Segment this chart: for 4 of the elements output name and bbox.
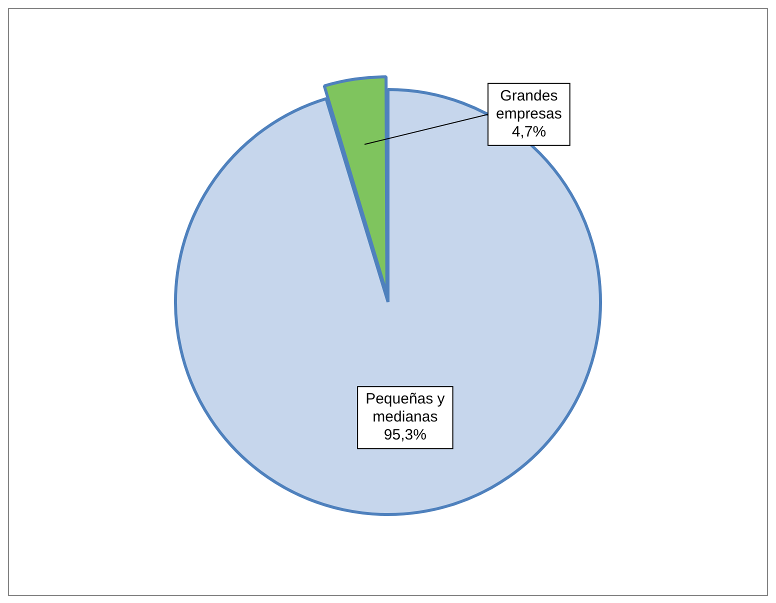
data-label: 4,7% xyxy=(512,124,546,140)
slice-label: Pequeñas y medianas xyxy=(366,390,446,426)
data-label: 95,3% xyxy=(384,426,426,444)
slice-label: Grandes empresas xyxy=(496,88,562,122)
